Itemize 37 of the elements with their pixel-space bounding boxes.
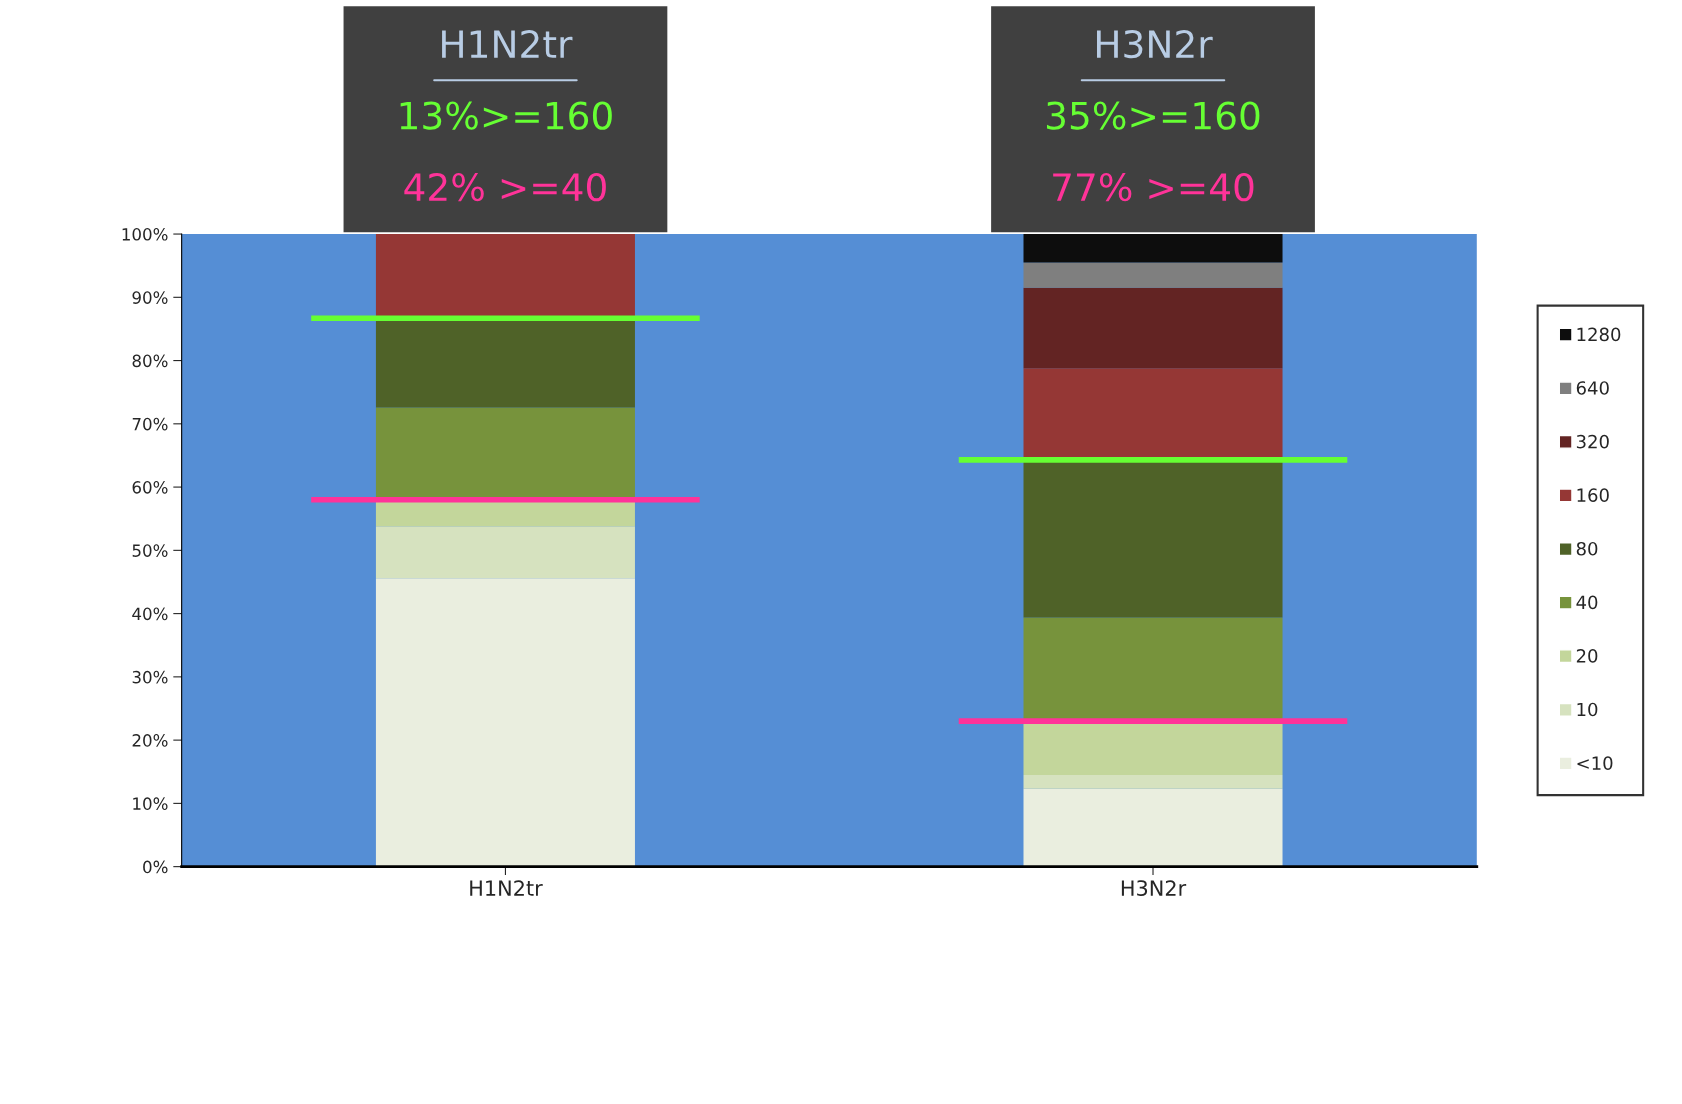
bar xyxy=(1023,721,1283,775)
y-tick-label: 100% xyxy=(122,228,168,241)
bar xyxy=(375,501,635,527)
bar xyxy=(1023,460,1283,618)
y-tick-label: 10% xyxy=(133,797,168,810)
text: H3N2r xyxy=(1097,29,1213,59)
text: 13%>=160 xyxy=(400,101,612,130)
y-tick-label: 50% xyxy=(132,544,168,557)
legend-label: 10 xyxy=(1577,702,1598,717)
legend-label: 40 xyxy=(1576,595,1598,610)
legend-label: <10 xyxy=(1577,756,1613,770)
bar xyxy=(1023,774,1283,789)
legend-label: 160 xyxy=(1577,488,1609,502)
legend-label: 20 xyxy=(1576,649,1598,663)
bar xyxy=(1023,262,1283,288)
text: H1N2tr xyxy=(442,29,573,58)
legend-label: 1280 xyxy=(1577,327,1621,342)
y-tick-label: 70% xyxy=(132,417,168,431)
y-tick-label: 20% xyxy=(132,734,168,747)
text: 42% >=40 xyxy=(404,172,606,202)
bar xyxy=(375,318,635,408)
y-tick-label: 80% xyxy=(132,354,168,368)
y-tick-label: 90% xyxy=(132,291,168,304)
y-tick-label: 60% xyxy=(132,481,168,494)
y-tick-label: 0% xyxy=(143,860,168,874)
legend-label: 80 xyxy=(1576,541,1598,556)
text: 77% >=40 xyxy=(1053,172,1254,202)
legend-label: 640 xyxy=(1576,381,1609,395)
bar xyxy=(375,578,635,867)
bar xyxy=(1023,287,1283,369)
bar xyxy=(375,526,635,579)
bar xyxy=(1023,788,1283,867)
y-tick-label: 30% xyxy=(132,670,168,684)
legend-label: 320 xyxy=(1576,434,1609,449)
text: 35%>=160 xyxy=(1046,101,1260,130)
bar xyxy=(1023,234,1283,263)
y-tick-label: 40% xyxy=(132,607,168,621)
